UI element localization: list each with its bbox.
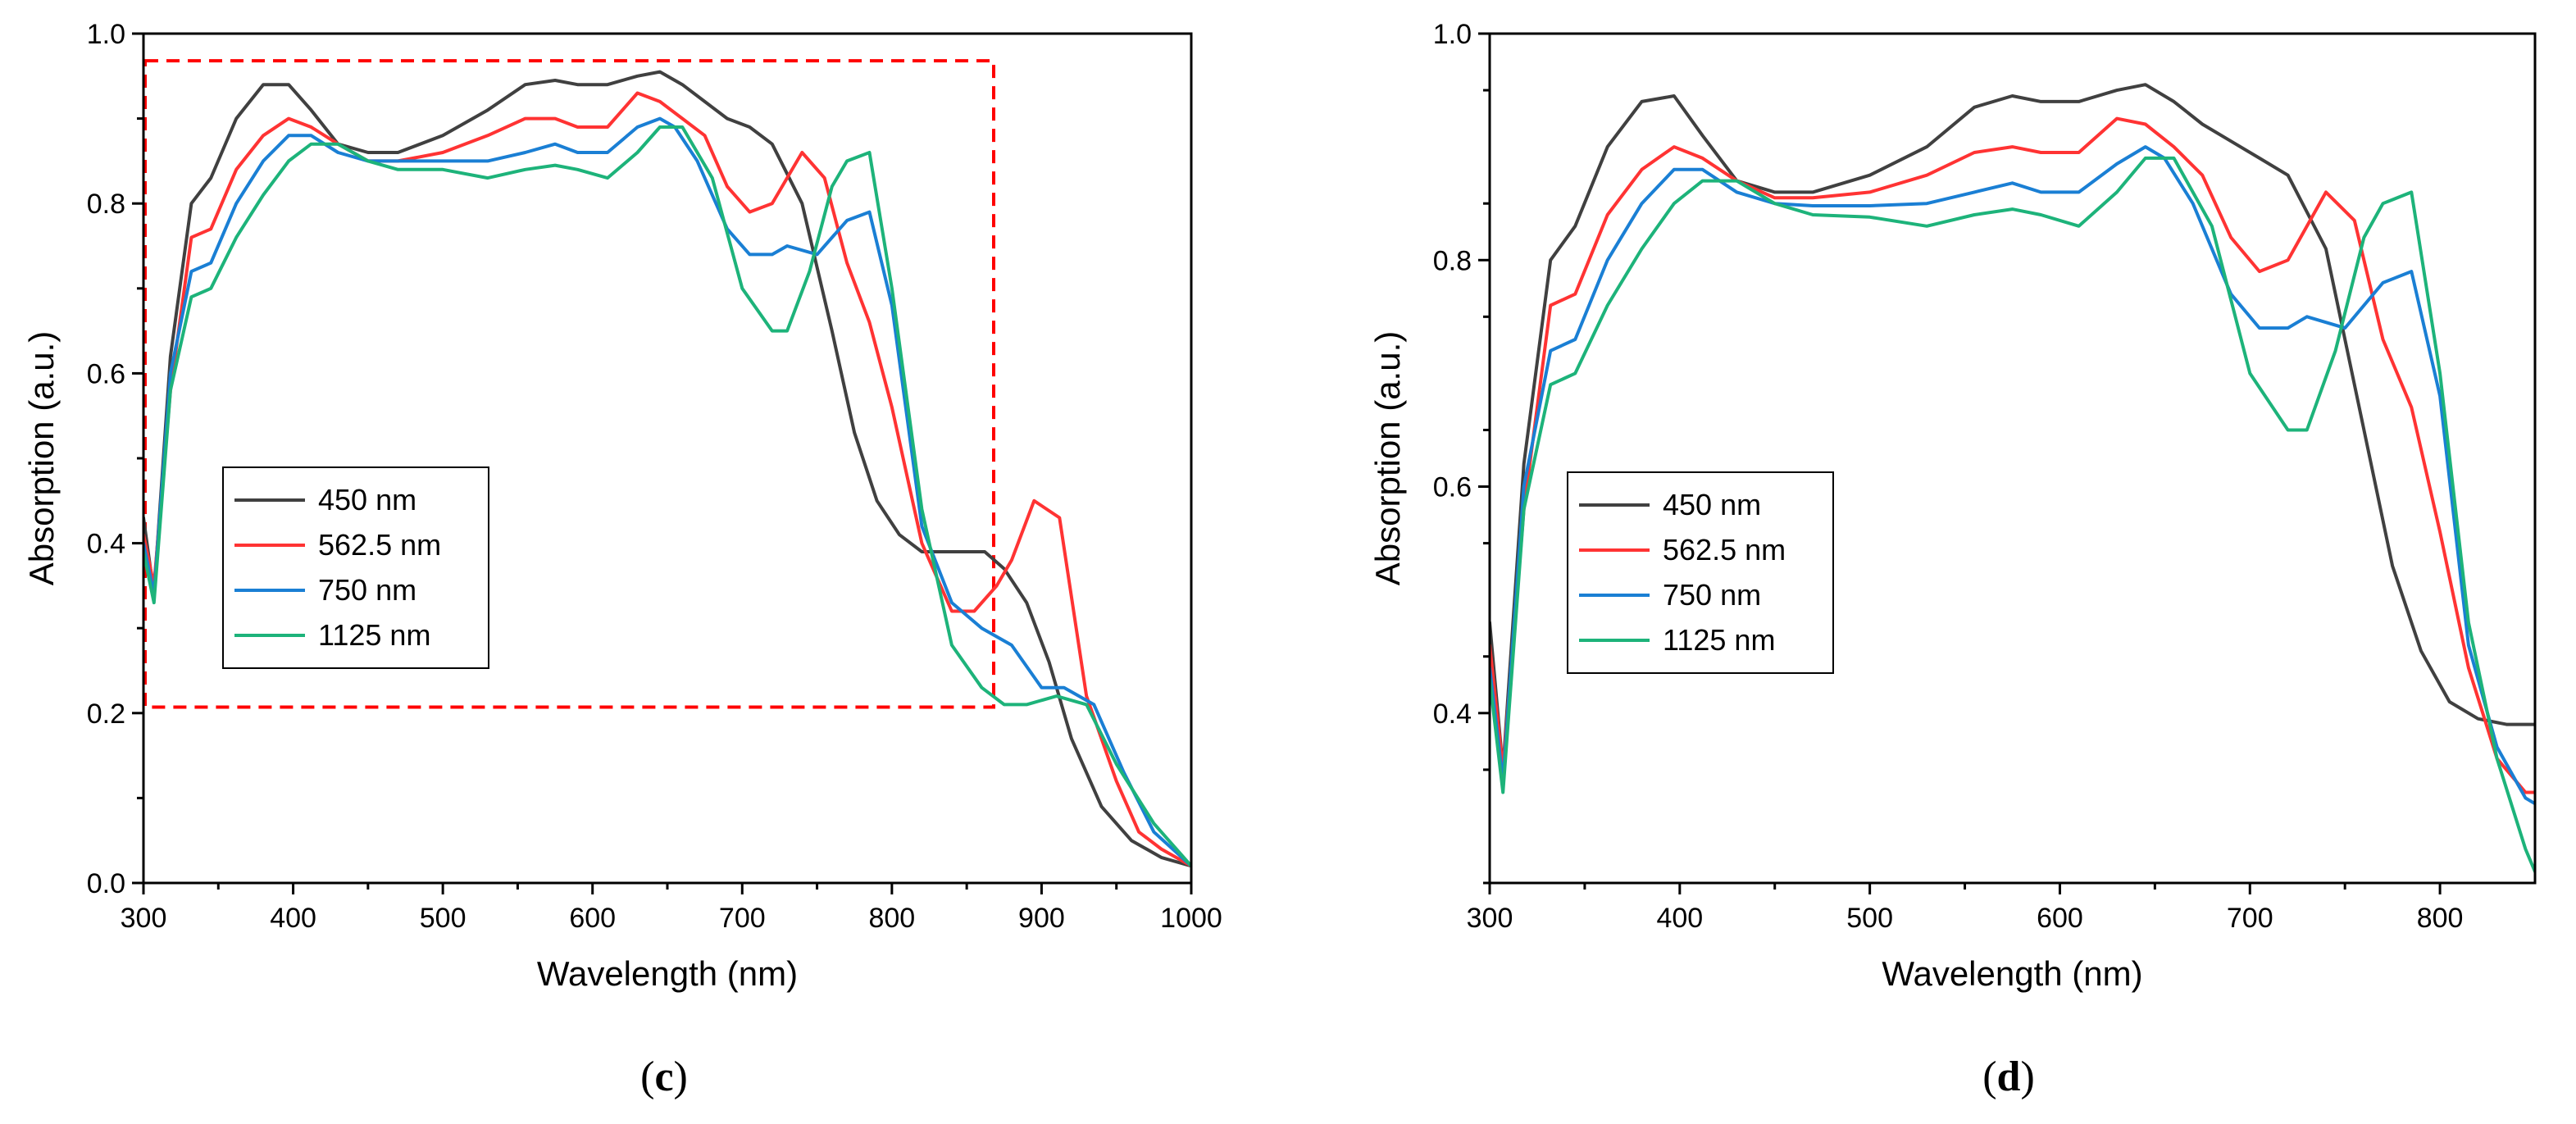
legend-label: 1125 nm: [1663, 623, 1775, 657]
caption-close-paren: ): [2020, 1053, 2034, 1100]
caption-close-paren: ): [674, 1053, 688, 1100]
panel-caption: (d): [1982, 1053, 2035, 1100]
series-line-562-5nmnm: [1490, 116, 2535, 794]
caption-letter: c: [654, 1053, 673, 1100]
x-tick-label: 800: [868, 903, 915, 934]
series-line-750nmnm: [1490, 145, 2535, 806]
y-tick-label: 0.8: [1433, 245, 1472, 276]
series-line-450nmnm: [1490, 83, 2535, 771]
caption-open-paren: (: [1982, 1053, 1996, 1100]
legend-label: 450 nm: [1663, 488, 1761, 521]
x-tick-label: 500: [420, 903, 467, 934]
x-tick-label: 700: [719, 903, 766, 934]
y-tick-label: 0.0: [87, 868, 125, 899]
y-axis-title: Absorption (a.u.): [22, 331, 61, 586]
legend: 450 nm 562.5 nm 750 nm 1125 nm: [1567, 471, 1834, 674]
x-tick-label: 800: [2417, 903, 2464, 934]
series-line-562-5nmnm: [143, 91, 1191, 868]
series-group: [143, 70, 1191, 868]
x-tick-label: 400: [270, 903, 316, 934]
plot-frame: [142, 32, 1193, 885]
legend-label: 750 nm: [318, 573, 416, 607]
x-tick-label: 500: [1846, 903, 1893, 934]
panel-caption: (c): [640, 1053, 688, 1100]
legend-label: 562.5 nm: [1663, 533, 1786, 567]
chart-panel-c: 300 400 500 600 700 800 900 1000 0.0 0.2 0.4 0.6 0.8…: [22, 19, 1222, 1100]
series-line-1125nmnm: [143, 125, 1191, 868]
x-tick-label: 900: [1018, 903, 1065, 934]
x-axis-title: Wavelength (nm): [537, 954, 798, 993]
legend-label: 750 nm: [1663, 578, 1761, 612]
plot-frame: [1488, 32, 2537, 885]
x-tick-label: 1000: [1160, 903, 1222, 934]
series-line-450nmnm: [143, 70, 1191, 868]
legend-label: 450 nm: [318, 483, 416, 516]
legend-label: 1125 nm: [318, 618, 430, 652]
series-line-750nmnm: [143, 116, 1191, 868]
y-axis-title: Absorption (a.u.): [1368, 331, 1407, 586]
x-tick-label: 600: [569, 903, 616, 934]
x-tick-label: 300: [1467, 903, 1513, 934]
caption-open-paren: (: [640, 1053, 654, 1100]
x-tick-label: 700: [2227, 903, 2273, 934]
caption-letter: d: [1997, 1053, 2021, 1100]
y-tick-label: 1.0: [87, 19, 125, 50]
series-line-1125nmnm: [1490, 156, 2535, 874]
y-tick-label: 0.8: [87, 189, 125, 220]
y-tick-label: 0.4: [87, 529, 125, 560]
y-tick-label: 0.4: [1433, 699, 1472, 730]
y-tick-label: 0.2: [87, 699, 125, 730]
x-tick-label: 400: [1656, 903, 1703, 934]
x-axis-title: Wavelength (nm): [1882, 954, 2142, 993]
y-tick-label: 0.6: [87, 358, 125, 389]
chart-panel-d: 300 400 500 600 700 800 0.4 0.6 0.8 1.0 Wavelength…: [1368, 19, 2537, 1100]
series-group: [1490, 83, 2535, 874]
legend-label: 562.5 nm: [318, 528, 441, 562]
zoom-box: [143, 59, 996, 709]
y-tick-label: 0.6: [1433, 472, 1472, 503]
x-tick-label: 600: [2037, 903, 2083, 934]
legend: 450 nm 562.5 nm 750 nm 1125 nm: [222, 466, 489, 669]
y-tick-label: 1.0: [1433, 19, 1472, 50]
x-tick-label: 300: [121, 903, 167, 934]
